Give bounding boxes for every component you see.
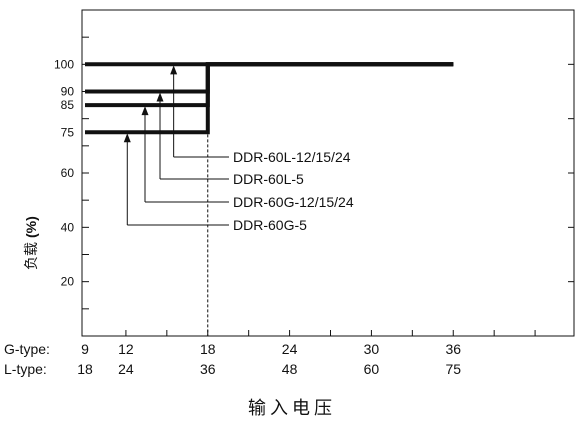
series-label-1: DDR-60L-12/15/24 xyxy=(233,149,351,165)
x-tick-label-r2-4: 48 xyxy=(282,361,298,377)
y-axis-ticks xyxy=(82,36,89,310)
x-row-label-1: G-type: xyxy=(4,341,50,357)
x-tick-label-r1-3: 18 xyxy=(200,341,216,357)
series-label-4: DDR-60G-5 xyxy=(233,217,307,233)
plot-frame xyxy=(81,9,575,337)
x-axis-row-labels: G-type: L-type: xyxy=(4,341,50,377)
x-tick-labels: 9 12 18 24 30 36 18 24 36 48 60 75 xyxy=(77,341,461,377)
callout-arrowhead-2 xyxy=(156,92,164,102)
y-axis-title-main: 负载 xyxy=(23,242,39,270)
x-tick-label-r2-1: 18 xyxy=(77,361,93,377)
x-tick-label-r2-3: 36 xyxy=(200,361,216,377)
y-tick-label-40: 40 xyxy=(61,220,75,234)
series-line-3 xyxy=(85,62,454,108)
y-axis-title: 负载 (%) xyxy=(23,216,39,270)
right-axis-ticks xyxy=(568,63,574,283)
x-tick-label-r1-4: 24 xyxy=(282,341,298,357)
x-tick-label-r1-6: 36 xyxy=(445,341,461,357)
callout-arrowhead-3 xyxy=(141,106,149,116)
callout-arrowhead-1 xyxy=(170,65,178,75)
y-tick-label-60: 60 xyxy=(61,166,75,180)
y-tick-label-85: 85 xyxy=(61,98,75,112)
x-tick-label-r2-5: 60 xyxy=(364,361,380,377)
y-tick-label-90: 90 xyxy=(61,85,75,99)
x-tick-label-r2-2: 24 xyxy=(118,361,134,377)
x-axis-title: 输入电压 xyxy=(248,398,336,418)
x-tick-label-r1-1: 9 xyxy=(81,341,89,357)
series-callouts: DDR-60L-12/15/24 DDR-60L-5 DDR-60G-12/15/2… xyxy=(123,65,354,233)
series-line-2 xyxy=(85,62,454,94)
x-tick-label-r1-2: 12 xyxy=(118,341,134,357)
y-tick-label-20: 20 xyxy=(61,275,75,289)
callout-arrowhead-4 xyxy=(123,133,131,143)
x-axis-ticks xyxy=(125,330,536,336)
series-lines xyxy=(85,62,454,135)
x-tick-label-r1-5: 30 xyxy=(364,341,380,357)
y-tick-label-100: 100 xyxy=(54,57,74,71)
x-tick-label-r2-6: 75 xyxy=(445,361,461,377)
x-row-label-2: L-type: xyxy=(4,361,47,377)
series-line-4 xyxy=(85,62,454,135)
y-axis-title-unit: (%) xyxy=(23,216,39,238)
y-tick-label-75: 75 xyxy=(61,125,75,139)
series-label-2: DDR-60L-5 xyxy=(233,171,304,187)
series-label-3: DDR-60G-12/15/24 xyxy=(233,194,354,210)
